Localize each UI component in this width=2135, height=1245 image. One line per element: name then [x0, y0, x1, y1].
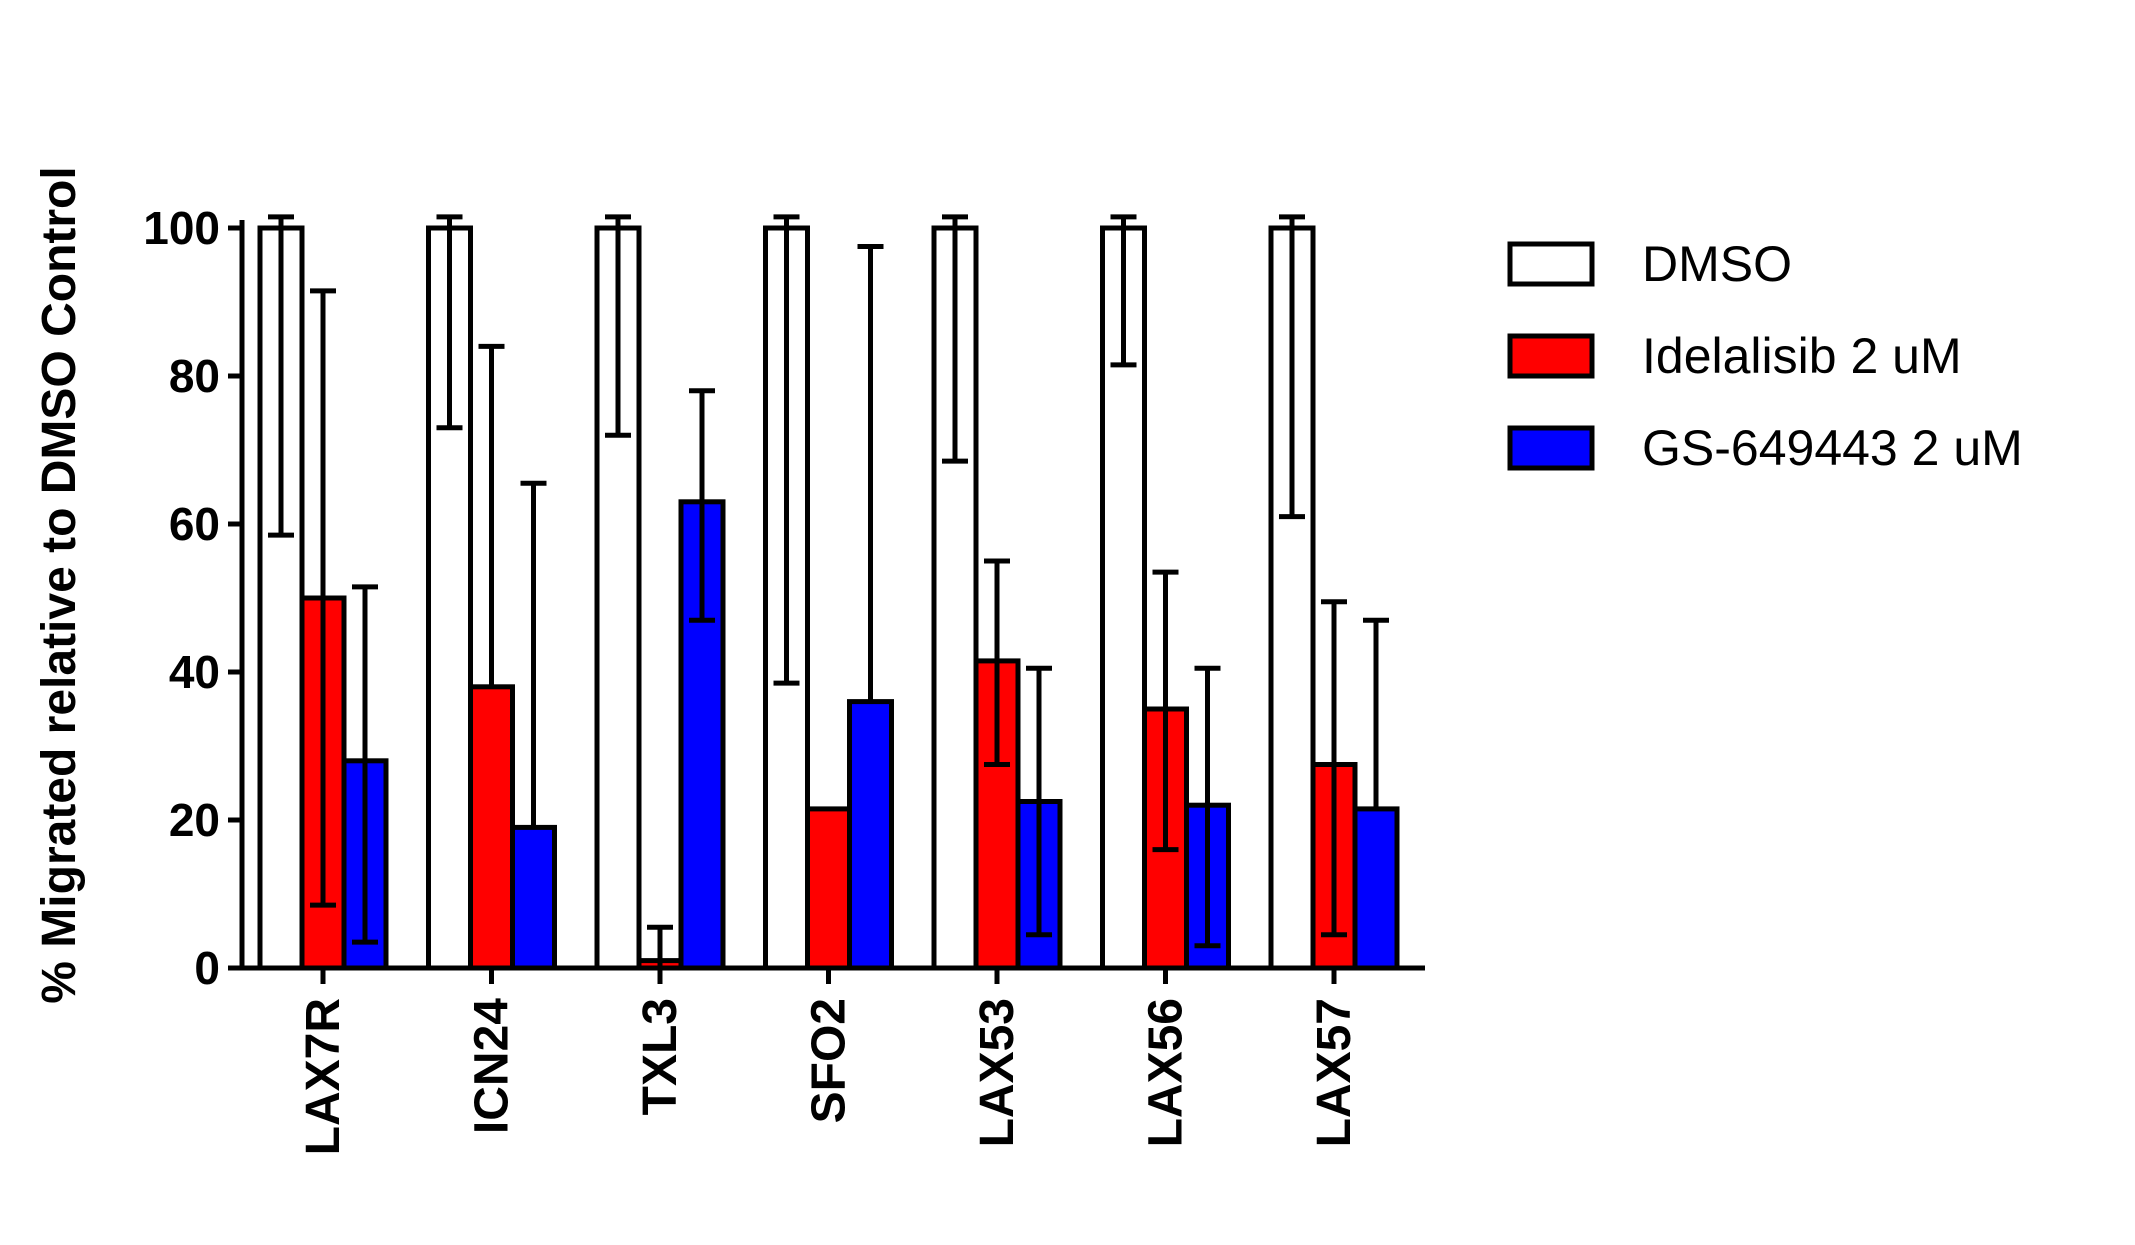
bar-gs-649443-2-um-sfo2: [847, 699, 894, 971]
bar-idelalisib-2-um-icn24: [468, 684, 515, 971]
legend-label-idelalisib-2-um: Idelalisib 2 uM: [1642, 328, 1962, 384]
bar-dmso-icn24: [426, 225, 473, 971]
bar-gs-649443-2-um-lax57: [1352, 806, 1400, 971]
x-tick-label-lax57: LAX57: [1308, 998, 1361, 1147]
y-axis-label: % Migrated relative to DMSO Control: [33, 166, 86, 1003]
axes-group: LAX7R ICN24 TXL3 SFO2 LAX53 LAX56 LAX57 0 20 40 60…: [143, 202, 1425, 1155]
legend-swatch-gs-649443-2-um: [1507, 425, 1595, 471]
x-tick-label-sfo2: SFO2: [803, 998, 856, 1123]
legend-label-dmso: DMSO: [1642, 236, 1792, 292]
x-tick-label-lax7r: LAX7R: [297, 998, 350, 1155]
y-tick-label: 40: [169, 646, 220, 698]
x-tick-label-icn24: ICN24: [466, 998, 519, 1134]
x-tick-label-lax53: LAX53: [971, 998, 1024, 1147]
bars-group: [257, 225, 1400, 971]
legend-swatch-dmso: [1507, 241, 1595, 287]
x-tick-label-txl3: TXL3: [634, 998, 687, 1115]
y-tick-label: 60: [169, 498, 220, 550]
legend: DMSO Idelalisib 2 uM GS-649443 2 uM: [1507, 236, 2023, 476]
bar-gs-649443-2-um-icn24: [510, 824, 557, 971]
x-tick-label-lax56: LAX56: [1140, 998, 1193, 1147]
legend-label-gs-649443-2-um: GS-649443 2 uM: [1642, 420, 2023, 476]
y-tick-label: 80: [169, 350, 220, 402]
y-tick-label: 0: [194, 942, 220, 994]
bar-idelalisib-2-um-sfo2: [805, 806, 852, 971]
error-bars-group: [268, 214, 1389, 971]
y-tick-label: 20: [169, 794, 220, 846]
legend-swatch-idelalisib-2-um: [1507, 333, 1595, 379]
y-tick-label: 100: [143, 202, 220, 254]
